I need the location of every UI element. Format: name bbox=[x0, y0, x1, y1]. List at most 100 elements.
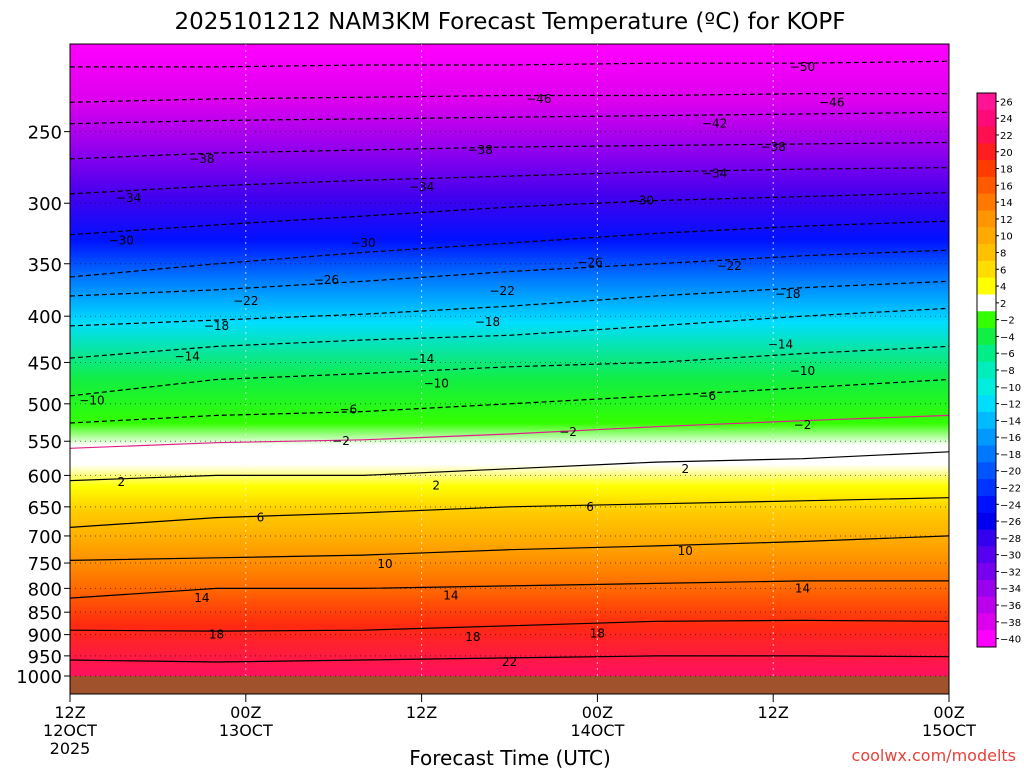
contour-label: −14 bbox=[175, 349, 200, 363]
colorbar-label: −28 bbox=[1000, 534, 1021, 545]
y-tick-label: 700 bbox=[28, 527, 62, 548]
contour-label: 2 bbox=[681, 462, 689, 476]
colorbar-swatch bbox=[977, 227, 996, 245]
colorbar-swatch bbox=[977, 630, 996, 648]
colorbar-label: 12 bbox=[1000, 215, 1013, 226]
contour-label: −22 bbox=[717, 259, 742, 273]
colorbar-label: 24 bbox=[1000, 114, 1013, 125]
colorbar: 26 24 22 20 18 16 14 12 10 8 6 4 2 −2 −4 −6 −8 −10 −12 −14 −… bbox=[976, 92, 1021, 648]
colorbar-label: −4 bbox=[1000, 332, 1015, 343]
contour-label: 2 bbox=[117, 475, 125, 489]
colorbar-label: 18 bbox=[1000, 165, 1013, 176]
contour-label: −6 bbox=[339, 402, 357, 416]
x-tick-label: 12Z bbox=[54, 703, 85, 722]
contour-label: −18 bbox=[475, 315, 500, 329]
colorbar-swatch bbox=[977, 176, 996, 195]
x-axis-label: Forecast Time (UTC) bbox=[409, 746, 611, 768]
chart-title: 2025101212 NAM3KM Forecast Temperature (… bbox=[174, 9, 845, 35]
colorbar-label: 16 bbox=[1000, 181, 1013, 192]
y-tick-label: 950 bbox=[28, 647, 62, 668]
colorbar-label: 4 bbox=[1000, 282, 1006, 293]
colorbar-label: −10 bbox=[1000, 383, 1021, 394]
colorbar-label: −36 bbox=[1000, 601, 1021, 612]
colorbar-swatch bbox=[977, 294, 996, 312]
colorbar-label: −12 bbox=[1000, 400, 1021, 411]
colorbar-label: 6 bbox=[1000, 265, 1006, 276]
y-tick-label: 650 bbox=[28, 498, 62, 519]
colorbar-swatch bbox=[977, 411, 996, 430]
y-tick-label: 600 bbox=[28, 466, 62, 487]
colorbar-label: −16 bbox=[1000, 433, 1021, 444]
colorbar-swatch bbox=[977, 529, 996, 547]
contour-label: −30 bbox=[350, 236, 375, 250]
y-tick-label: 900 bbox=[28, 626, 62, 647]
x-tick-label: 00Z bbox=[933, 703, 964, 722]
colorbar-swatch bbox=[977, 613, 996, 631]
contour-label: 10 bbox=[377, 557, 392, 571]
x-tick-label: 00Z bbox=[582, 703, 613, 722]
colorbar-swatch bbox=[977, 462, 996, 480]
colorbar-swatch bbox=[977, 328, 996, 346]
contour-label: 18 bbox=[465, 630, 480, 644]
x-tick-label: 00Z bbox=[230, 703, 261, 722]
contour-label: −22 bbox=[490, 284, 515, 298]
contour--22 bbox=[69, 249, 950, 297]
colorbar-label: −38 bbox=[1000, 618, 1021, 629]
contour--42 bbox=[69, 111, 950, 125]
contour-label: 2 bbox=[432, 479, 440, 493]
contour-label: 14 bbox=[795, 581, 810, 595]
plot-background bbox=[70, 44, 949, 676]
contour-label: −6 bbox=[698, 389, 716, 403]
colorbar-swatch bbox=[977, 361, 996, 379]
contour-label: −50 bbox=[790, 60, 815, 74]
contour-22 bbox=[69, 655, 950, 663]
colorbar-label: 10 bbox=[1000, 232, 1013, 243]
colorbar-swatch bbox=[977, 277, 996, 295]
contour-label: 14 bbox=[443, 589, 458, 603]
contour-label: 18 bbox=[209, 628, 224, 642]
colorbar-label: −6 bbox=[1000, 349, 1015, 360]
colorbar-label: −40 bbox=[1000, 635, 1021, 646]
contour-label: −10 bbox=[79, 394, 104, 408]
credit-text: coolwx.com/modelts bbox=[852, 746, 1016, 765]
contour-label: −10 bbox=[424, 377, 449, 391]
contour-label: 6 bbox=[586, 500, 594, 514]
colorbar-label: 2 bbox=[1000, 299, 1006, 310]
y-tick-label: 800 bbox=[28, 579, 62, 600]
plot-frame bbox=[69, 43, 950, 695]
ground-surface bbox=[70, 676, 949, 694]
contour-label: 22 bbox=[502, 655, 517, 669]
colorbar-label: 20 bbox=[1000, 148, 1013, 159]
x-tick-label: 12Z bbox=[406, 703, 437, 722]
y-tick-label: 400 bbox=[28, 307, 62, 328]
colorbar-swatch bbox=[977, 143, 996, 161]
contour-label: −26 bbox=[577, 256, 602, 270]
contour--50 bbox=[70, 60, 950, 68]
contour-label: 18 bbox=[590, 626, 605, 640]
colorbar-label: −32 bbox=[1000, 567, 1021, 578]
temperature-contours bbox=[69, 60, 950, 663]
contour-labels: −50 −46 −46 −42 −38 −38 −38 −34 −34 −34 −30 −30 −30 −… bbox=[79, 60, 844, 669]
contour--6 bbox=[69, 378, 950, 424]
colorbar-label: −18 bbox=[1000, 450, 1021, 461]
colorbar-label: −24 bbox=[1000, 500, 1021, 511]
y-tick-label: 1000 bbox=[16, 667, 62, 688]
contour-label: −34 bbox=[702, 166, 727, 180]
colorbar-swatch bbox=[977, 479, 996, 497]
colorbar-label: 26 bbox=[1000, 97, 1013, 108]
contour-label: −2 bbox=[332, 434, 350, 448]
colorbar-swatch bbox=[977, 93, 996, 111]
colorbar-swatch bbox=[977, 193, 996, 212]
contour--46 bbox=[69, 93, 949, 103]
colorbar-swatch bbox=[977, 344, 996, 363]
colorbar-label: −34 bbox=[1000, 584, 1021, 595]
contour-14 bbox=[69, 580, 949, 599]
contour-label: −30 bbox=[109, 234, 134, 248]
y-tick-label: 550 bbox=[28, 432, 62, 453]
colorbar-label: −2 bbox=[1000, 316, 1015, 327]
contour-label: −38 bbox=[189, 152, 214, 166]
y-tick-label: 450 bbox=[28, 353, 62, 374]
contour--34 bbox=[69, 167, 950, 195]
